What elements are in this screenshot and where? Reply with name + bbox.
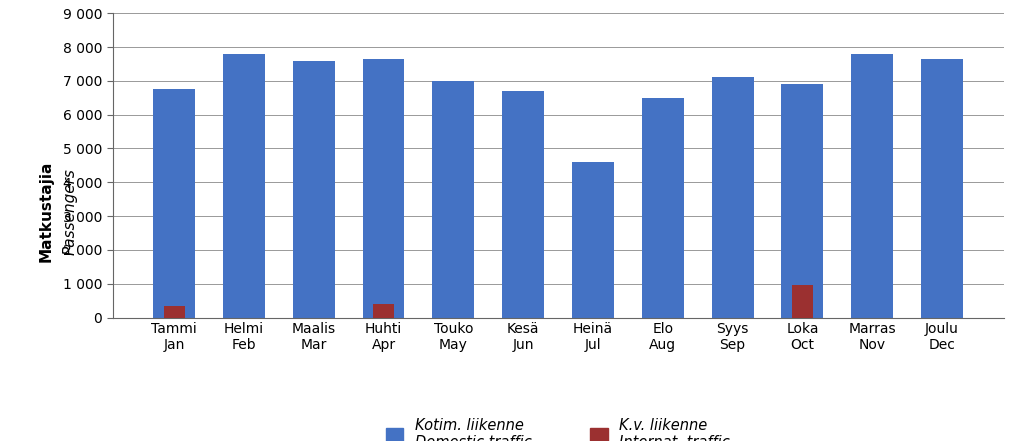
Bar [851, 54, 893, 318]
Bar [642, 98, 684, 318]
Bar [712, 78, 754, 318]
Bar [781, 84, 823, 318]
Bar [922, 59, 963, 318]
Bar [502, 91, 544, 318]
Bar [792, 285, 813, 318]
Bar [373, 304, 394, 318]
Text: Matkustajia: Matkustajia [39, 161, 53, 262]
Bar [223, 54, 265, 318]
Bar [154, 89, 195, 318]
Text: Passengers: Passengers [62, 168, 77, 255]
Bar [432, 81, 474, 318]
Bar [572, 162, 614, 318]
Bar [164, 306, 184, 318]
Bar [293, 60, 335, 318]
Legend: Kotim. liikenne
Domestic traffic, K.v. liikenne
Internat. traffic: Kotim. liikenne Domestic traffic, K.v. l… [386, 418, 730, 441]
Bar [362, 59, 404, 318]
